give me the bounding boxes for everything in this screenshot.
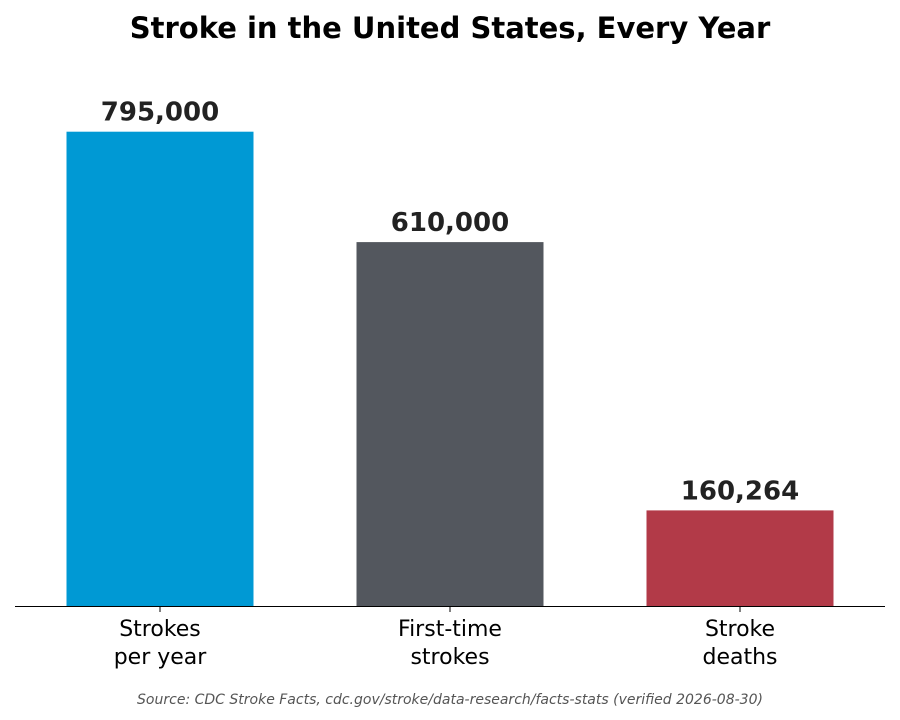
value-labels-group: 795,000 610,000 160,264: [101, 98, 799, 507]
bar-2: [356, 242, 544, 606]
bar-1: [66, 131, 254, 606]
x-tick-label-3: Stroke deaths: [702, 617, 777, 670]
value-label-1: 795,000: [101, 98, 219, 128]
chart-title: Stroke in the United States, Every Year: [129, 11, 771, 45]
value-label-3: 160,264: [681, 476, 799, 506]
x-tick-label-1: Strokes per year: [114, 617, 208, 670]
bar-3: [646, 510, 834, 606]
bars-group: [66, 131, 834, 606]
ticks-group: Strokes per year First-time strokes Stroke de…: [114, 606, 778, 670]
source-note: Source: CDC Stroke Facts, cdc.gov/stroke…: [137, 692, 763, 708]
value-label-2: 610,000: [391, 208, 509, 238]
x-tick-label-2: First-time strokes: [398, 617, 502, 670]
